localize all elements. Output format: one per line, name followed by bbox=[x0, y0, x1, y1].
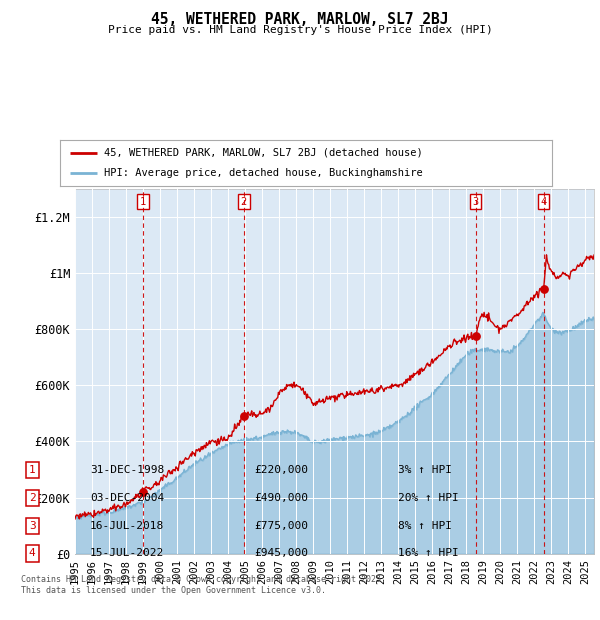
Text: 31-DEC-1998: 31-DEC-1998 bbox=[90, 465, 164, 475]
Point bbox=[539, 284, 548, 294]
Text: 45, WETHERED PARK, MARLOW, SL7 2BJ: 45, WETHERED PARK, MARLOW, SL7 2BJ bbox=[151, 12, 449, 27]
Text: 03-DEC-2004: 03-DEC-2004 bbox=[90, 493, 164, 503]
Text: 8% ↑ HPI: 8% ↑ HPI bbox=[398, 521, 452, 531]
Text: 4: 4 bbox=[541, 197, 547, 206]
Text: 3: 3 bbox=[29, 521, 35, 531]
Text: 1: 1 bbox=[29, 465, 35, 475]
Point bbox=[138, 487, 148, 497]
Text: £220,000: £220,000 bbox=[254, 465, 308, 475]
Text: £945,000: £945,000 bbox=[254, 549, 308, 559]
Text: £490,000: £490,000 bbox=[254, 493, 308, 503]
Text: Contains HM Land Registry data © Crown copyright and database right 2025.
This d: Contains HM Land Registry data © Crown c… bbox=[21, 575, 386, 595]
Text: 45, WETHERED PARK, MARLOW, SL7 2BJ (detached house): 45, WETHERED PARK, MARLOW, SL7 2BJ (deta… bbox=[104, 148, 423, 157]
Point bbox=[471, 331, 481, 341]
Text: £775,000: £775,000 bbox=[254, 521, 308, 531]
Text: 3% ↑ HPI: 3% ↑ HPI bbox=[398, 465, 452, 475]
Text: 16-JUL-2018: 16-JUL-2018 bbox=[90, 521, 164, 531]
Text: 16% ↑ HPI: 16% ↑ HPI bbox=[398, 549, 458, 559]
Text: 1: 1 bbox=[140, 197, 146, 206]
Text: 3: 3 bbox=[472, 197, 479, 206]
Text: 20% ↑ HPI: 20% ↑ HPI bbox=[398, 493, 458, 503]
Point bbox=[239, 411, 248, 421]
Text: Price paid vs. HM Land Registry's House Price Index (HPI): Price paid vs. HM Land Registry's House … bbox=[107, 25, 493, 35]
Text: 15-JUL-2022: 15-JUL-2022 bbox=[90, 549, 164, 559]
Text: 2: 2 bbox=[29, 493, 35, 503]
Text: 2: 2 bbox=[241, 197, 247, 206]
Text: 4: 4 bbox=[29, 549, 35, 559]
Text: HPI: Average price, detached house, Buckinghamshire: HPI: Average price, detached house, Buck… bbox=[104, 168, 423, 178]
